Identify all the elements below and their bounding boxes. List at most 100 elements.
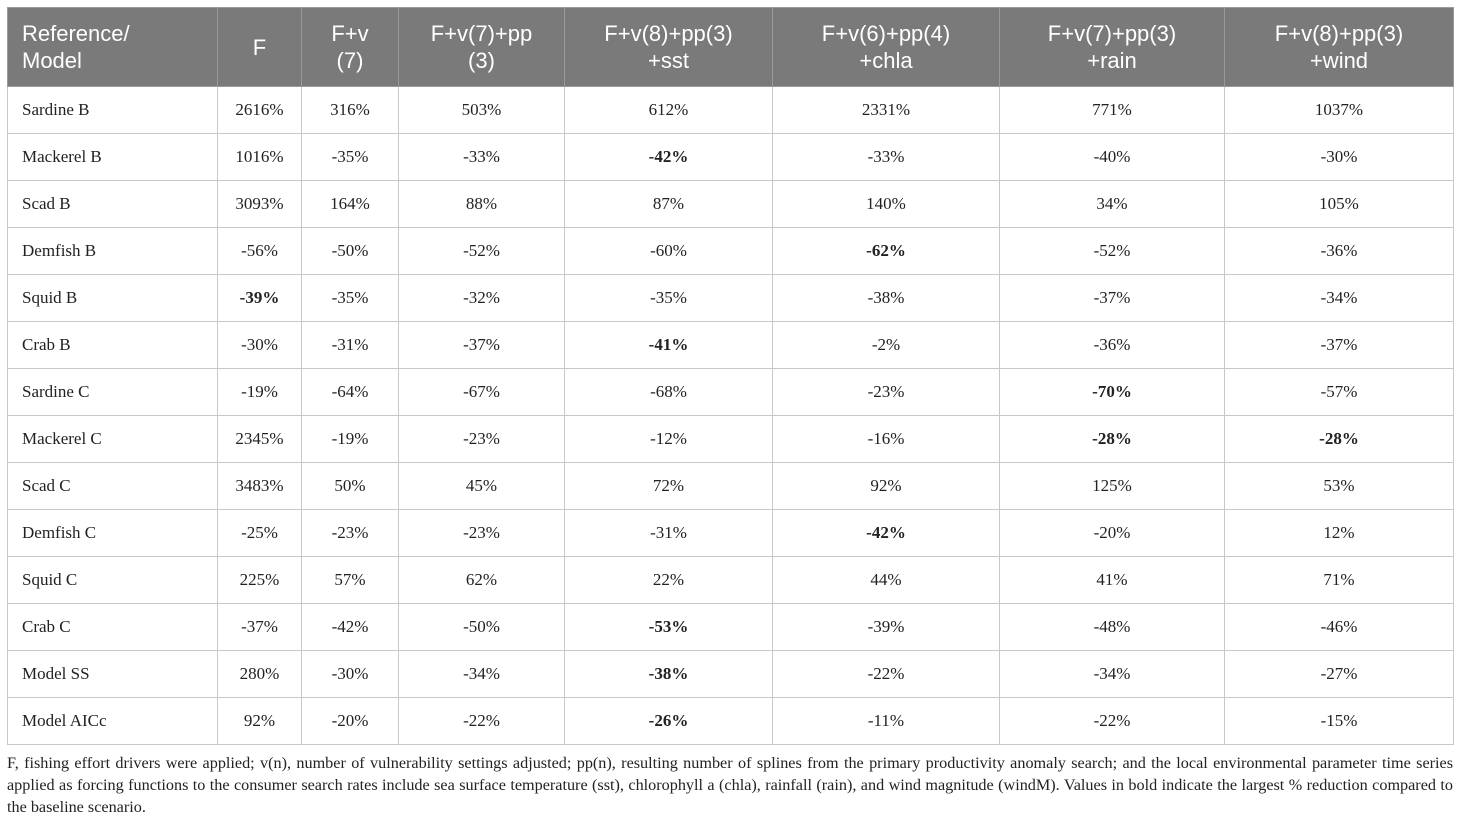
table-row: Model SS 280% -30% -34% -38% -22% -34% -27% xyxy=(7,650,1454,698)
table-cell: -37% xyxy=(1224,321,1454,369)
table-cell: 50% xyxy=(301,462,399,510)
header-f-v7: F+v (7) xyxy=(301,7,399,87)
table-cell: 2345% xyxy=(217,415,302,463)
table-row: Sardine C -19% -64% -67% -68% -23% -70% -57% xyxy=(7,368,1454,416)
table-row: Sardine B 2616% 316% 503% 612% 2331% 771% 1037% xyxy=(7,86,1454,134)
table-cell: 88% xyxy=(398,180,565,228)
row-label: Scad B xyxy=(7,180,218,228)
table-cell: -38% xyxy=(772,274,1000,322)
table-cell: -23% xyxy=(398,415,565,463)
table-row: Squid B -39% -35% -32% -35% -38% -37% -34% xyxy=(7,274,1454,322)
table-cell: -30% xyxy=(1224,133,1454,181)
table-cell: -23% xyxy=(772,368,1000,416)
table-cell: -28% xyxy=(999,415,1225,463)
header-f-v7-pp3: F+v(7)+pp (3) xyxy=(398,7,565,87)
row-label: Scad C xyxy=(7,462,218,510)
table-cell: 22% xyxy=(564,556,773,604)
table-footnote: F, fishing effort drivers were applied; … xyxy=(7,754,1453,816)
row-label: Squid C xyxy=(7,556,218,604)
table-cell: 225% xyxy=(217,556,302,604)
table-cell: 45% xyxy=(398,462,565,510)
table-cell: 87% xyxy=(564,180,773,228)
table-cell: -20% xyxy=(301,697,399,745)
table-cell: 2331% xyxy=(772,86,1000,134)
table-cell: 12% xyxy=(1224,509,1454,557)
table-cell: -42% xyxy=(301,603,399,651)
table-cell: -52% xyxy=(999,227,1225,275)
table-cell: -22% xyxy=(999,697,1225,745)
table-cell: -39% xyxy=(217,274,302,322)
table-cell: -31% xyxy=(301,321,399,369)
table-cell: 140% xyxy=(772,180,1000,228)
table-cell: -34% xyxy=(999,650,1225,698)
table-cell: 2616% xyxy=(217,86,302,134)
table-cell: 105% xyxy=(1224,180,1454,228)
table-cell: -37% xyxy=(999,274,1225,322)
header-row: Reference/ Model F F+v (7) F+v(7)+pp (3)… xyxy=(7,7,1454,87)
table-cell: -33% xyxy=(398,133,565,181)
table-cell: -52% xyxy=(398,227,565,275)
table-cell: 316% xyxy=(301,86,399,134)
row-label: Squid B xyxy=(7,274,218,322)
table-cell: -15% xyxy=(1224,697,1454,745)
table-cell: -31% xyxy=(564,509,773,557)
table-cell: -48% xyxy=(999,603,1225,651)
row-label: Sardine C xyxy=(7,368,218,416)
table-cell: 53% xyxy=(1224,462,1454,510)
row-label: Crab B xyxy=(7,321,218,369)
header-sst: F+v(8)+pp(3) +sst xyxy=(564,7,773,87)
row-label: Mackerel B xyxy=(7,133,218,181)
table-cell: -62% xyxy=(772,227,1000,275)
table-cell: -67% xyxy=(398,368,565,416)
table-cell: -23% xyxy=(398,509,565,557)
table-cell: 280% xyxy=(217,650,302,698)
table-cell: -33% xyxy=(772,133,1000,181)
table-cell: 1016% xyxy=(217,133,302,181)
table-cell: -68% xyxy=(564,368,773,416)
table-cell: 34% xyxy=(999,180,1225,228)
table-cell: -34% xyxy=(1224,274,1454,322)
table-cell: 503% xyxy=(398,86,565,134)
header-rain: F+v(7)+pp(3) +rain xyxy=(999,7,1225,87)
table-cell: -19% xyxy=(301,415,399,463)
table-cell: -40% xyxy=(999,133,1225,181)
table-cell: -26% xyxy=(564,697,773,745)
table-cell: 612% xyxy=(564,86,773,134)
header-reference-model: Reference/ Model xyxy=(7,7,218,87)
table-row: Mackerel C 2345% -19% -23% -12% -16% -28% -28% xyxy=(7,415,1454,463)
table-cell: -42% xyxy=(564,133,773,181)
table-cell: -25% xyxy=(217,509,302,557)
table-cell: 72% xyxy=(564,462,773,510)
table-cell: -16% xyxy=(772,415,1000,463)
header-f: F xyxy=(217,7,302,87)
table-cell: 92% xyxy=(772,462,1000,510)
table-row: Model AICc 92% -20% -22% -26% -11% -22% -15% xyxy=(7,697,1454,745)
table-row: Demfish C -25% -23% -23% -31% -42% -20% 12% xyxy=(7,509,1454,557)
table-cell: -42% xyxy=(772,509,1000,557)
table-cell: -46% xyxy=(1224,603,1454,651)
table-cell: 3093% xyxy=(217,180,302,228)
table-cell: -37% xyxy=(217,603,302,651)
table-cell: -64% xyxy=(301,368,399,416)
table-cell: 41% xyxy=(999,556,1225,604)
table-cell: 44% xyxy=(772,556,1000,604)
table-cell: -60% xyxy=(564,227,773,275)
row-label: Model AICc xyxy=(7,697,218,745)
row-label: Sardine B xyxy=(7,86,218,134)
header-wind: F+v(8)+pp(3) +wind xyxy=(1224,7,1454,87)
table-cell: 3483% xyxy=(217,462,302,510)
table-row: Squid C 225% 57% 62% 22% 44% 41% 71% xyxy=(7,556,1454,604)
table-cell: 62% xyxy=(398,556,565,604)
table-cell: -34% xyxy=(398,650,565,698)
table-cell: 125% xyxy=(999,462,1225,510)
results-table: Reference/ Model F F+v (7) F+v(7)+pp (3)… xyxy=(7,7,1454,745)
table-cell: -11% xyxy=(772,697,1000,745)
table-cell: 771% xyxy=(999,86,1225,134)
table-cell: -50% xyxy=(301,227,399,275)
row-label: Demfish C xyxy=(7,509,218,557)
table-cell: -50% xyxy=(398,603,565,651)
table-cell: -2% xyxy=(772,321,1000,369)
table-cell: -30% xyxy=(217,321,302,369)
table-cell: -27% xyxy=(1224,650,1454,698)
table-row: Scad C 3483% 50% 45% 72% 92% 125% 53% xyxy=(7,462,1454,510)
